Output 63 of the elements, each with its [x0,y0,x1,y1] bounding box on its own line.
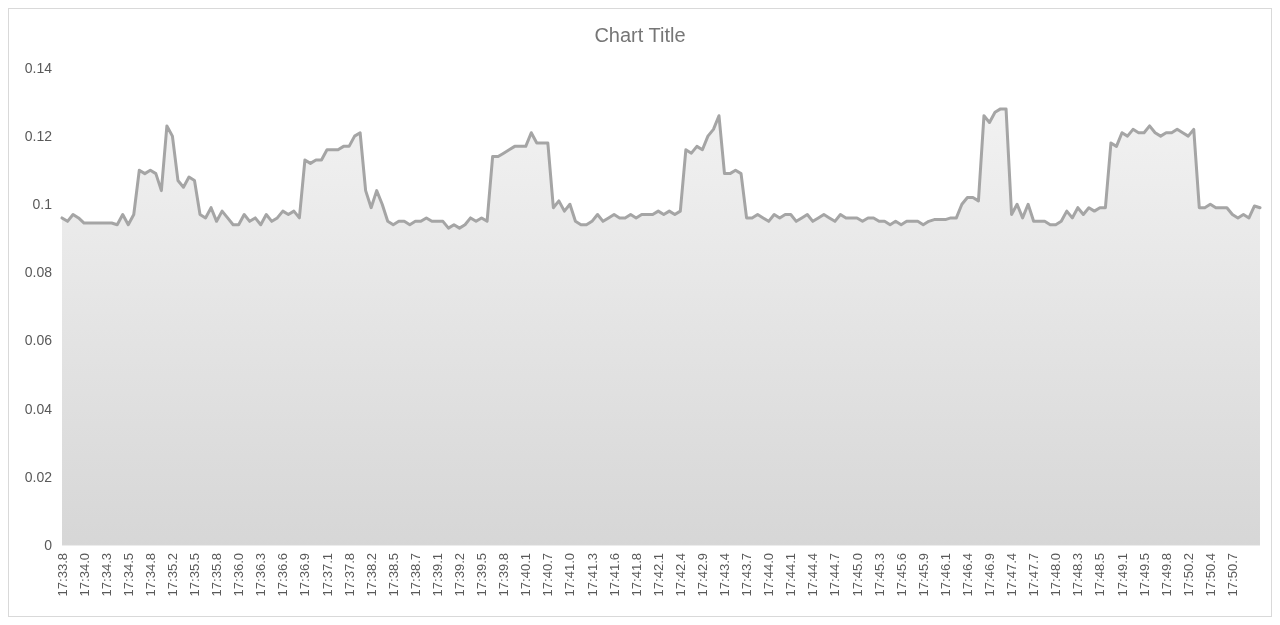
x-tick-label: 17:48.3 [1070,553,1086,597]
x-tick-label: 17:38.2 [363,553,379,597]
x-tick-label: 17:34.5 [120,553,136,597]
x-tick-label: 17:38.7 [407,553,423,597]
x-tick-label: 17:37.1 [319,553,335,597]
x-tick-label: 17:39.2 [452,553,468,597]
x-tick-label: 17:37.8 [341,553,357,597]
y-tick-label: 0 [44,536,53,553]
x-tick-label: 17:49.8 [1158,553,1174,597]
y-tick-label: 0.08 [24,264,53,281]
x-tick-label: 17:45.3 [871,553,887,597]
x-tick-label: 17:41.8 [628,553,644,597]
x-tick-label: 17:44.0 [761,553,777,597]
x-tick-label: 17:39.5 [474,553,490,597]
y-tick-label: 0.04 [24,400,53,417]
x-tick-label: 17:36.0 [231,553,247,597]
x-tick-label: 17:33.8 [54,553,70,597]
y-tick-label: 0.14 [24,59,53,76]
x-tick-label: 17:44.7 [827,553,843,597]
x-tick-label: 17:42.9 [694,553,710,597]
x-tick-label: 17:47.7 [1026,553,1042,597]
x-tick-label: 17:43.7 [739,553,755,597]
x-tick-label: 17:46.1 [937,553,953,597]
x-tick-label: 17:45.6 [893,553,909,597]
x-tick-label: 17:41.6 [606,553,622,597]
y-tick-label: 0.02 [24,468,53,485]
x-tick-label: 17:39.8 [496,553,512,597]
x-tick-label: 17:41.3 [584,553,600,597]
x-tick-label: 17:36.9 [297,553,313,597]
x-tick-label: 17:49.1 [1114,553,1130,597]
x-tick-label: 17:42.4 [672,553,688,597]
x-tick-label: 17:50.7 [1224,553,1240,597]
x-tick-label: 17:38.5 [385,553,401,597]
x-tick-label: 17:47.4 [1004,553,1020,597]
x-tick-label: 17:46.4 [959,553,975,597]
x-tick-label: 17:34.0 [76,553,92,597]
x-tick-label: 17:34.3 [98,553,114,597]
x-tick-label: 17:41.0 [562,553,578,597]
x-tick-label: 17:40.7 [540,553,556,597]
x-tick-label: 17:40.1 [518,553,534,597]
x-tick-label: 17:49.5 [1136,553,1152,597]
x-tick-label: 17:39.1 [429,553,445,597]
y-tick-label: 0.1 [32,196,53,213]
x-tick-label: 17:45.9 [915,553,931,597]
x-tick-label: 17:48.0 [1048,553,1064,597]
x-tick-label: 17:46.9 [982,553,998,597]
x-tick-label: 17:44.4 [805,553,821,597]
chart-title: Chart Title [594,24,686,46]
x-tick-label: 17:35.8 [209,553,225,597]
x-tick-label: 17:45.0 [849,553,865,597]
x-tick-label: 17:35.2 [164,553,180,597]
x-tick-label: 17:48.5 [1092,553,1108,597]
x-tick-label: 17:34.8 [142,553,158,597]
x-tick-label: 17:50.4 [1202,553,1218,597]
x-tick-label: 17:42.1 [650,553,666,597]
x-tick-label: 17:50.2 [1180,553,1196,597]
x-tick-label: 17:36.3 [253,553,269,597]
x-tick-label: 17:35.5 [187,553,203,597]
x-tick-label: 17:44.1 [783,553,799,597]
x-tick-label: 17:43.4 [717,553,733,597]
y-tick-label: 0.06 [24,332,53,349]
y-tick-label: 0.12 [24,128,53,145]
x-tick-label: 17:36.6 [275,553,291,597]
